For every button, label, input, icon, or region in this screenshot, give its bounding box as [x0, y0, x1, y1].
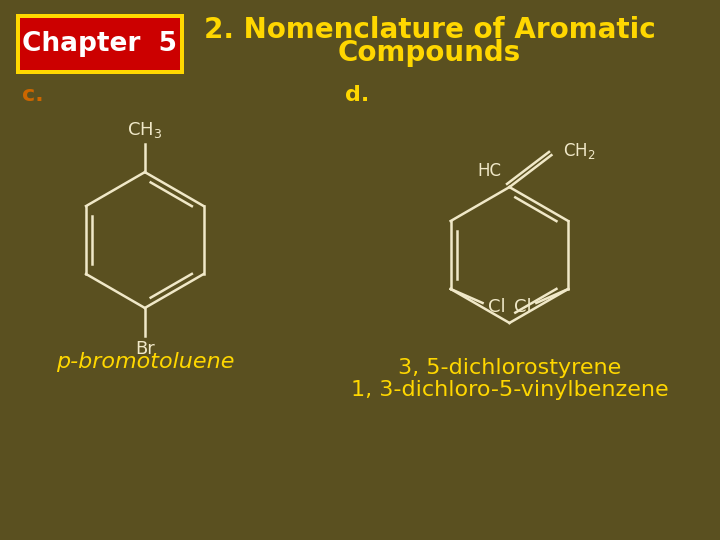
Text: d.: d. [345, 85, 369, 105]
Text: Compounds: Compounds [338, 39, 521, 68]
Text: CH$_2$: CH$_2$ [563, 141, 595, 161]
Text: CH$_3$: CH$_3$ [127, 120, 163, 140]
Text: Chapter  5: Chapter 5 [22, 31, 177, 57]
Text: 3, 5-dichlorostyrene: 3, 5-dichlorostyrene [398, 358, 621, 378]
Text: HC: HC [477, 162, 501, 180]
FancyBboxPatch shape [16, 14, 184, 74]
Text: Cl: Cl [513, 298, 531, 316]
FancyBboxPatch shape [20, 18, 180, 70]
Text: 2. Nomenclature of Aromatic: 2. Nomenclature of Aromatic [204, 16, 655, 44]
Text: Cl: Cl [487, 298, 505, 316]
Text: c.: c. [22, 85, 44, 105]
Text: Br: Br [135, 340, 155, 358]
Text: p-bromotoluene: p-bromotoluene [55, 352, 234, 372]
Text: 1, 3-dichloro-5-vinylbenzene: 1, 3-dichloro-5-vinylbenzene [351, 380, 668, 400]
